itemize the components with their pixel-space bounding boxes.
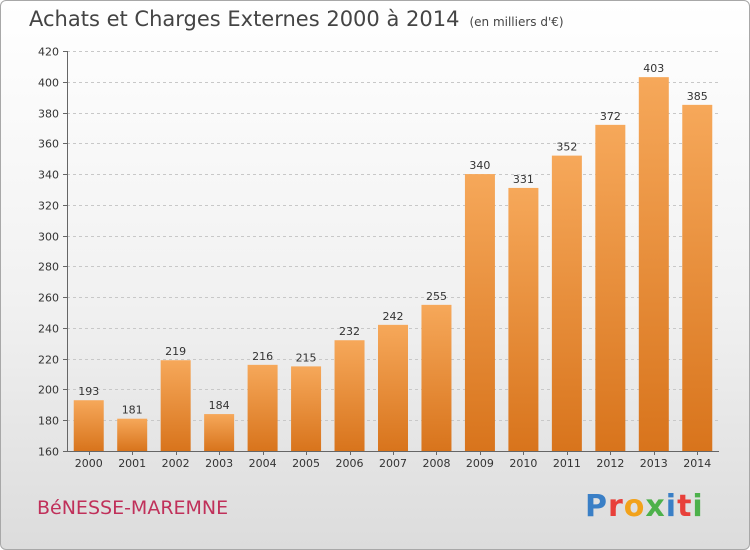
bar-2003 — [204, 414, 235, 451]
logo-letter: o — [623, 489, 646, 524]
x-tick-label-2009: 2009 — [466, 457, 494, 470]
data-label-2005: 215 — [296, 351, 317, 364]
bars — [73, 77, 713, 452]
y-tick-label: 300 — [38, 231, 59, 244]
bar-2006 — [334, 340, 365, 451]
y-tick-label: 200 — [38, 384, 59, 397]
data-label-2001: 181 — [122, 404, 143, 417]
bar-2007 — [378, 324, 408, 451]
y-tick-label: 320 — [38, 200, 59, 213]
logo-letter: i — [665, 489, 678, 524]
commune-name: BéNESSE-MAREMNE — [37, 497, 229, 519]
logo-letter: r — [608, 489, 624, 524]
data-label-2007: 242 — [383, 310, 404, 323]
logo-letter: t — [677, 489, 693, 524]
proxiti-logo: Proxiti — [585, 489, 704, 524]
x-tick-label-2005: 2005 — [292, 457, 320, 470]
x-tick-label-2010: 2010 — [509, 457, 537, 470]
bar-2008 — [421, 304, 452, 451]
x-tick-label-2014: 2014 — [683, 457, 711, 470]
data-label-2000: 193 — [78, 385, 99, 398]
y-tick-label: 340 — [38, 169, 59, 182]
x-tick-label-2007: 2007 — [379, 457, 407, 470]
axes: 160 180 200 220 240 260 280 300 320 340 360 380 400 4… — [38, 46, 719, 459]
data-label-2010: 331 — [513, 173, 534, 186]
x-tick-label-2011: 2011 — [553, 457, 581, 470]
bar-2005 — [291, 366, 322, 451]
chart-title: Achats et Charges Externes 2000 à 2014 (e… — [29, 7, 564, 31]
y-tick-label: 280 — [38, 261, 59, 274]
bar-2004 — [247, 364, 278, 451]
x-tick-label-2004: 2004 — [249, 457, 277, 470]
data-label-2006: 232 — [339, 325, 360, 338]
y-tick-label: 180 — [38, 415, 59, 428]
data-label-2014: 385 — [687, 90, 708, 103]
y-tick-label: 220 — [38, 354, 59, 367]
chart-title-text: Achats et Charges Externes 2000 à 2014 — [29, 7, 460, 31]
logo-letter: P — [585, 489, 608, 524]
logo-letter: i — [692, 489, 704, 524]
x-tick-label-2001: 2001 — [118, 457, 146, 470]
bar-2011 — [551, 155, 582, 451]
bar-2010 — [508, 187, 539, 451]
bar-2012 — [595, 124, 626, 451]
x-tick-label-2003: 2003 — [205, 457, 233, 470]
chart-unit: (en milliers d'€) — [469, 15, 564, 29]
x-tick-label-2013: 2013 — [640, 457, 668, 470]
data-label-2004: 216 — [252, 350, 273, 363]
x-tick-label-2002: 2002 — [162, 457, 190, 470]
y-tick-label: 360 — [38, 138, 59, 151]
data-label-2009: 340 — [469, 159, 490, 172]
bar-2014 — [682, 104, 713, 451]
x-tick-label-2012: 2012 — [596, 457, 624, 470]
data-label-2012: 372 — [600, 110, 621, 123]
y-tick-label: 400 — [38, 77, 59, 90]
bar-2013 — [638, 77, 669, 452]
labels: 193 2000 181 2001 219 2002 184 2003 216 2004 215 20… — [75, 62, 712, 470]
y-tick-label: 420 — [38, 46, 59, 59]
bar-2002 — [160, 360, 191, 451]
y-tick-label: 240 — [38, 323, 59, 336]
bar-2009 — [464, 174, 495, 452]
bar-2000 — [73, 400, 104, 451]
data-label-2011: 352 — [556, 141, 577, 154]
y-tick-label: 160 — [38, 446, 59, 459]
data-label-2013: 403 — [643, 62, 664, 75]
data-label-2008: 255 — [426, 290, 447, 303]
y-tick-label: 260 — [38, 292, 59, 305]
data-label-2003: 184 — [209, 399, 230, 412]
x-tick-label-2006: 2006 — [336, 457, 364, 470]
x-tick-label-2008: 2008 — [422, 457, 450, 470]
y-tick-label: 380 — [38, 108, 59, 121]
data-label-2002: 219 — [165, 345, 186, 358]
bar-2001 — [117, 418, 148, 451]
logo-letter: x — [645, 489, 666, 524]
x-tick-label-2000: 2000 — [75, 457, 103, 470]
